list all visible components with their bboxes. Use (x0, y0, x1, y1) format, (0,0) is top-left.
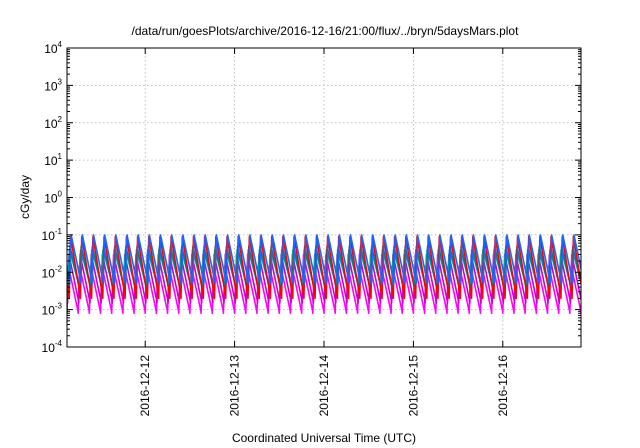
axis-ticks (67, 47, 581, 348)
x-tick-labels: 2016-12-12 2016-12-13 2016-12-14 2016-12-15… (138, 355, 510, 417)
x-tick-label: 2016-12-12 (138, 355, 152, 417)
data-series (67, 234, 581, 315)
y-tick-label: 101 (44, 152, 62, 168)
y-tick-label: 102 (44, 115, 62, 131)
x-tick-label: 2016-12-13 (228, 355, 242, 417)
x-tick-label: 2016-12-14 (317, 355, 331, 417)
y-tick-label: 10-4 (42, 339, 63, 355)
y-tick-label: 10-3 (42, 302, 63, 318)
y-tick-label: 10-2 (42, 264, 63, 280)
series-line (67, 234, 581, 285)
x-axis-label: Coordinated Universal Time (UTC) (232, 431, 416, 445)
y-tick-label: 100 (44, 190, 62, 206)
y-tick-label: 10-1 (42, 227, 63, 243)
y-axis-label: cGy/day (18, 175, 32, 219)
y-tick-label: 103 (44, 77, 62, 93)
x-tick-label: 2016-12-15 (406, 355, 420, 417)
y-tick-labels: 10-4 10-3 10-2 10-1 100 101 102 103 104 (42, 40, 63, 355)
x-tick-label: 2016-12-16 (496, 355, 510, 417)
y-tick-label: 104 (44, 40, 62, 56)
chart-title: /data/run/goesPlots/archive/2016-12-16/2… (132, 24, 520, 38)
